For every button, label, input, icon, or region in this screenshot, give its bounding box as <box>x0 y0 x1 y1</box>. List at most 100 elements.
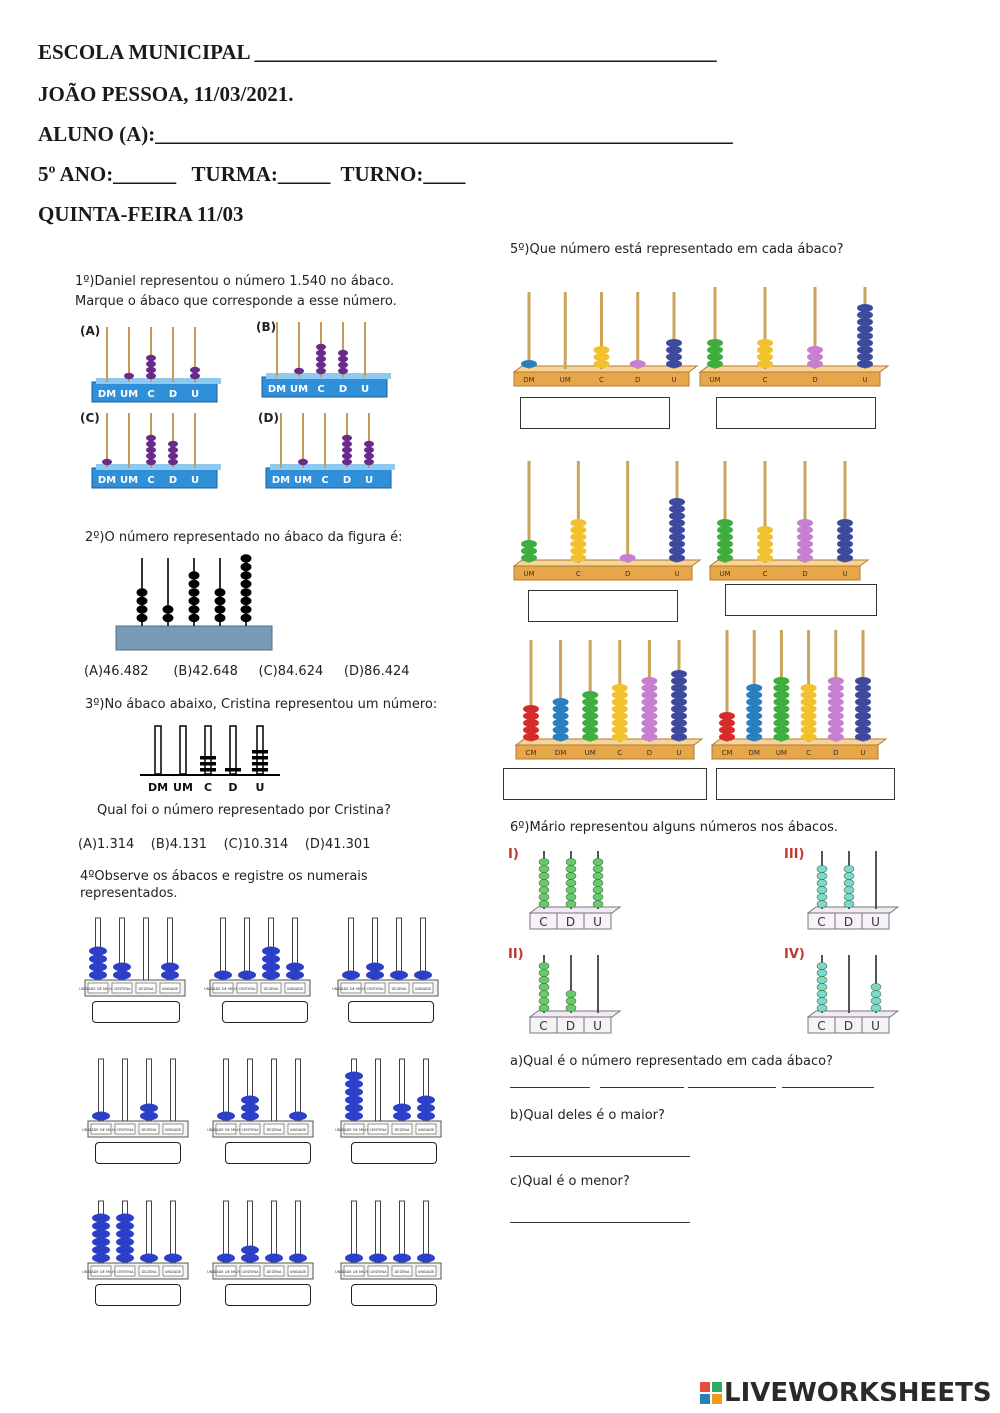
q5-abacus-6-label: C <box>806 749 811 757</box>
q5-answer-5[interactable] <box>503 768 707 800</box>
q5-abacus-5-bead <box>552 705 569 713</box>
q1-bead <box>146 452 156 460</box>
q6-bead <box>538 879 550 887</box>
q5-abacus-4-bead <box>797 554 813 562</box>
q4-answer-9[interactable] <box>351 1284 437 1306</box>
q5-abacus-2-bead <box>857 339 873 347</box>
q4-bead <box>241 1111 259 1121</box>
q5-abacus-6-bead <box>746 712 763 720</box>
q1-bead <box>338 349 348 357</box>
q2-options[interactable]: (A)46.482 (B)42.648 (C)84.624 (D)86.424 <box>84 664 410 679</box>
q3-text: 3º)No ábaco abaixo, Cristina representou… <box>85 697 438 712</box>
q5-answer-4[interactable] <box>725 584 877 616</box>
q4-base-label: UNIDADE <box>290 1128 307 1132</box>
q6-bead <box>538 858 550 866</box>
q6-base-label: U <box>593 915 602 929</box>
q5-abacus-2-bead <box>857 318 873 326</box>
q4-answer-5[interactable] <box>225 1142 311 1164</box>
q1-base-label: U <box>191 475 199 486</box>
q4-answer-1[interactable] <box>92 1001 180 1023</box>
q4-base-label: UNIDADE <box>290 1270 307 1274</box>
q5-abacus-5-label: UM <box>585 749 596 757</box>
q1-option-a[interactable]: (A) <box>80 324 101 338</box>
q3-options[interactable]: (A)1.314 (B)4.131 (C)10.314 (D)41.301 <box>78 837 371 852</box>
q2-bead <box>136 588 148 597</box>
q3-base-label: C <box>204 781 212 794</box>
q4-bead <box>140 1103 158 1113</box>
q4-bead <box>265 1253 283 1263</box>
q6-a-blank-4[interactable] <box>782 1087 874 1088</box>
q1-option-d[interactable]: (D) <box>258 411 279 425</box>
q1-bead <box>342 452 352 460</box>
q5-answer-1[interactable] <box>520 397 670 429</box>
q4-answer-3[interactable] <box>348 1001 434 1023</box>
q3-rod <box>179 725 187 775</box>
q5-abacus-5-bead <box>582 705 599 713</box>
q4-label-box <box>340 982 362 994</box>
q1-bead <box>168 446 178 454</box>
q6-bead <box>538 962 550 970</box>
q5-abacus-5-bead <box>523 733 539 741</box>
q1-bead <box>146 446 156 454</box>
q4-rod <box>146 1058 152 1122</box>
q5-answer-2[interactable] <box>716 397 876 429</box>
q6-bead <box>816 865 828 873</box>
q4-label-box <box>263 1123 285 1135</box>
q5-abacus-5-bead <box>611 691 628 699</box>
q4-label-box <box>114 1265 136 1277</box>
q4-rod <box>375 1200 381 1264</box>
q6-a-blank-3[interactable] <box>688 1087 776 1088</box>
q5-abacus-3-bead <box>619 554 636 562</box>
q5-abacus-5-bead <box>671 733 687 741</box>
q5-abacus-2-bead <box>857 311 873 319</box>
q1-bead <box>168 452 178 460</box>
q4-label-box <box>162 1265 184 1277</box>
q6-c-blank[interactable] <box>510 1222 690 1223</box>
q6-a-blank-1[interactable] <box>510 1087 590 1088</box>
q5-abacus-1-bead <box>666 360 682 368</box>
q4-base-label: UNIDADE <box>415 987 432 991</box>
q6-bead <box>538 893 550 901</box>
q4-rod <box>220 917 226 981</box>
q4-answer-7[interactable] <box>95 1284 181 1306</box>
q6-bead <box>816 983 828 991</box>
grade-line: 5º ANO:______ TURMA:_____ TURNO:____ <box>38 162 466 186</box>
q4-rod <box>292 917 298 981</box>
q6-a-blank-2[interactable] <box>600 1087 684 1088</box>
q4-label-box <box>287 1265 309 1277</box>
q4-base-label: UNIDADE DE MILHAR <box>79 987 117 991</box>
q4-bead <box>92 1111 110 1121</box>
q4-bead <box>113 970 131 980</box>
q6-b-blank[interactable] <box>510 1156 690 1157</box>
q5-answer-6[interactable] <box>716 768 895 800</box>
q5-answer-3[interactable] <box>528 590 678 622</box>
q4-answer-4[interactable] <box>95 1142 181 1164</box>
q1-bead <box>146 360 156 368</box>
q6-bead <box>565 900 577 908</box>
q5-abacus-5-bead <box>582 691 599 699</box>
q5-abacus-1-label: DM <box>523 376 534 384</box>
q5-abacus-4-label: C <box>763 570 768 578</box>
q1-bead <box>338 355 348 363</box>
q6-bead <box>816 997 828 1005</box>
q1-option-b[interactable]: (B) <box>256 320 277 334</box>
q1-base-label: DM <box>98 389 116 400</box>
q4-bead <box>262 962 280 972</box>
q4-answer-6[interactable] <box>351 1142 437 1164</box>
q4-label-box <box>263 1265 285 1277</box>
q3-bead <box>225 768 241 772</box>
q5-abacus-4-bead <box>837 547 853 555</box>
q5-abacus-5-bead <box>552 726 569 734</box>
q3-rod <box>204 725 212 775</box>
q4-bead <box>366 970 384 980</box>
q6-bead <box>816 1004 828 1012</box>
q4-label-box <box>135 982 157 994</box>
q4-answer-2[interactable] <box>222 1001 308 1023</box>
q1-abacus-base-top <box>96 378 221 384</box>
q2-bead <box>188 588 200 597</box>
q1-option-c[interactable]: (C) <box>80 411 100 425</box>
q4-bead <box>366 962 384 972</box>
q4-answer-8[interactable] <box>225 1284 311 1306</box>
q5-abacus-6-bead <box>800 726 817 734</box>
q4-bead <box>390 970 408 980</box>
